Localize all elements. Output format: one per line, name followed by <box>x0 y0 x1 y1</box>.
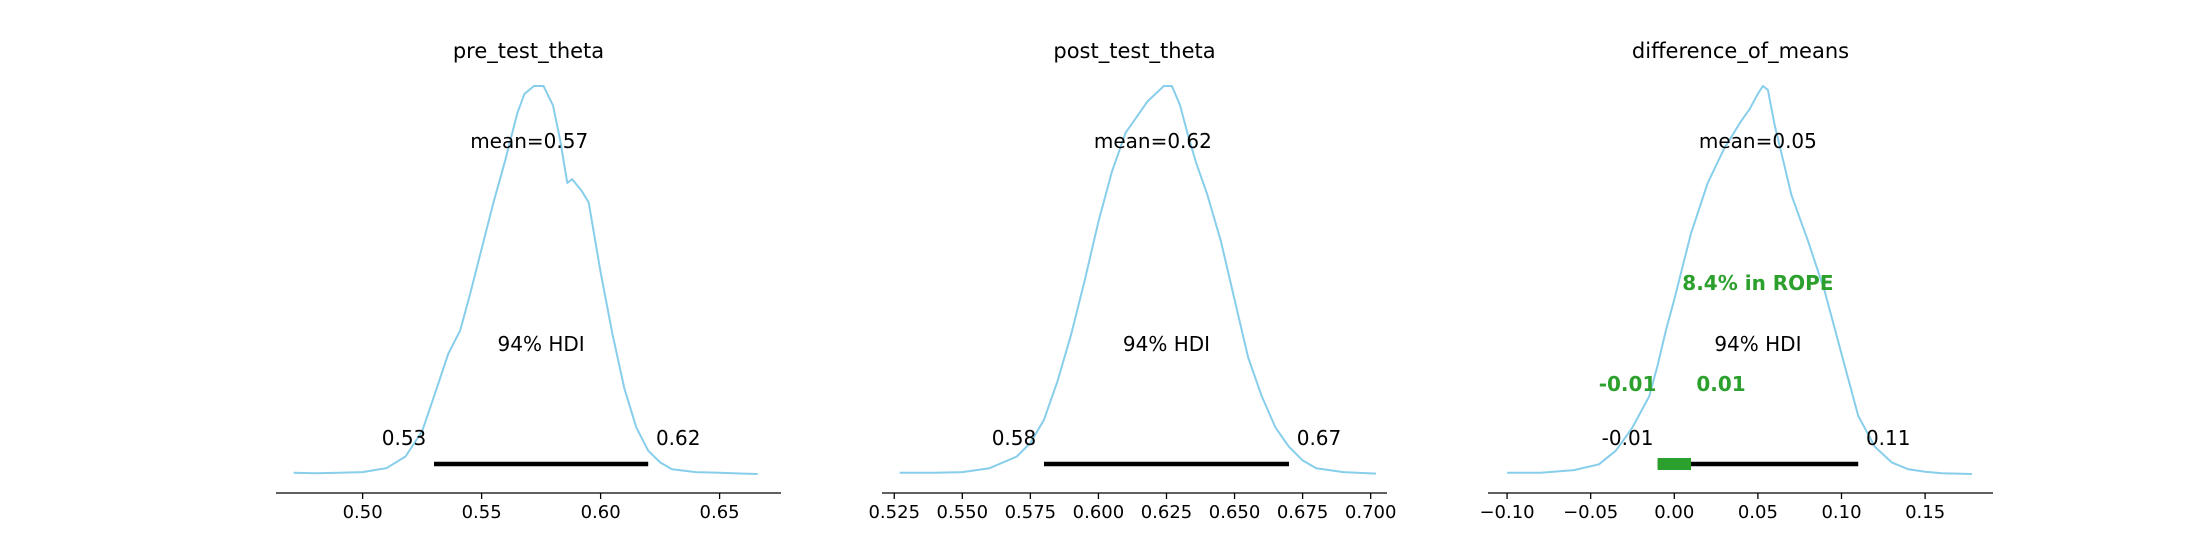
x-tick-label: 0.650 <box>1209 502 1261 523</box>
x-tick-label: 0.575 <box>1005 502 1057 523</box>
rope-label: 8.4% in ROPE <box>1682 271 1833 295</box>
hdi-upper-label: 0.11 <box>1866 426 1911 450</box>
x-tick-label: −0.10 <box>1479 502 1534 523</box>
x-tick-label: 0.700 <box>1345 502 1397 523</box>
subplot-title: difference_of_means <box>1632 39 1849 64</box>
mean-label: mean=0.05 <box>1699 129 1817 153</box>
subplot-1: pre_test_theta mean=0.57 94% HDI 0.53 0.62 0.… <box>276 39 781 523</box>
hdi-lower-label: 0.53 <box>382 426 427 450</box>
x-tick-label: −0.05 <box>1563 502 1618 523</box>
x-tick-label: 0.65 <box>700 502 740 523</box>
hdi-label: 94% HDI <box>1714 332 1801 356</box>
hdi-label: 94% HDI <box>1123 332 1210 356</box>
x-tick-label: 0.60 <box>581 502 621 523</box>
rope-band <box>1657 458 1692 470</box>
subplot-title: post_test_theta <box>1053 39 1215 64</box>
x-tick-label: 0.15 <box>1905 502 1945 523</box>
x-tick-label: 0.05 <box>1738 502 1778 523</box>
x-tick-label: 0.50 <box>343 502 383 523</box>
hdi-lower-label: 0.58 <box>992 426 1037 450</box>
hdi-upper-label: 0.67 <box>1297 426 1342 450</box>
subplot-title: pre_test_theta <box>453 39 604 64</box>
x-tick-label: 0.00 <box>1654 502 1694 523</box>
x-tick-label: 0.675 <box>1277 502 1329 523</box>
rope-upper-label: 0.01 <box>1696 372 1745 396</box>
x-tick-label: 0.10 <box>1821 502 1861 523</box>
hdi-label: 94% HDI <box>498 332 585 356</box>
subplot-2: post_test_theta mean=0.62 94% HDI 0.58 0.67 0… <box>868 39 1396 523</box>
rope-lower-label: -0.01 <box>1599 372 1657 396</box>
x-tick-label: 0.55 <box>462 502 502 523</box>
density-curve <box>293 85 758 475</box>
hdi-upper-label: 0.62 <box>656 426 701 450</box>
mean-label: mean=0.62 <box>1094 129 1212 153</box>
x-tick-label: 0.600 <box>1073 502 1125 523</box>
hdi-lower-label: -0.01 <box>1602 426 1654 450</box>
density-curve <box>899 85 1377 475</box>
x-tick-label: 0.625 <box>1141 502 1193 523</box>
x-tick-label: 0.550 <box>937 502 989 523</box>
mean-label: mean=0.57 <box>470 129 588 153</box>
x-tick-label: 0.525 <box>868 502 920 523</box>
density-curve <box>1507 85 1972 475</box>
subplot-3: difference_of_means mean=0.05 94% HDI -0.01… <box>1479 39 1993 523</box>
